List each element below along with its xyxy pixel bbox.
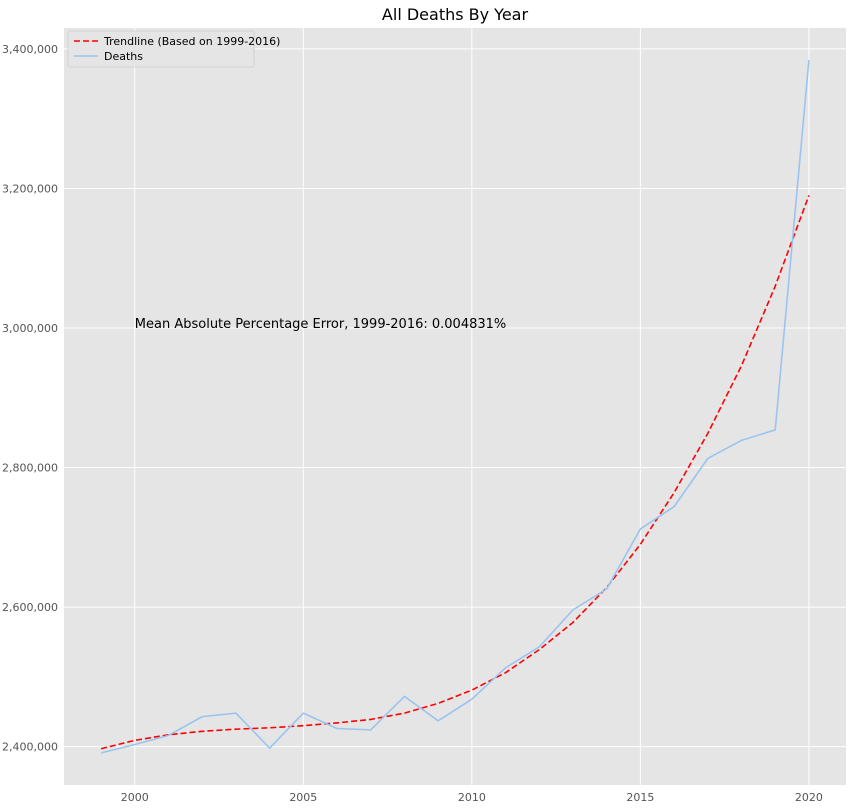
x-tick-label: 2000 [121,791,149,804]
y-tick-label: 3,000,000 [2,322,58,335]
y-tick-label: 2,800,000 [2,462,58,475]
series-line-deaths [100,60,810,754]
x-tick-label: 2010 [458,791,486,804]
chart-title: All Deaths By Year [382,5,529,24]
legend-label: Deaths [104,50,143,63]
mape-annotation: Mean Absolute Percentage Error, 1999-201… [135,317,506,332]
y-tick-label: 3,400,000 [2,43,58,56]
x-tick-label: 2020 [795,791,823,804]
legend-label: Trendline (Based on 1999-2016) [103,35,280,48]
y-tick-label: 2,400,000 [2,741,58,754]
y-tick-label: 2,600,000 [2,601,58,614]
x-tick-label: 2005 [289,791,317,804]
legend: Trendline (Based on 1999-2016) Deaths [67,30,280,68]
plot-area [64,28,846,785]
series-line-trendline-based-on-1999-2016 [100,195,810,750]
x-tick-label: 2015 [626,791,654,804]
legend-frame [67,30,255,68]
series-points-deaths [101,60,809,753]
y-tick-label: 3,200,000 [2,182,58,195]
